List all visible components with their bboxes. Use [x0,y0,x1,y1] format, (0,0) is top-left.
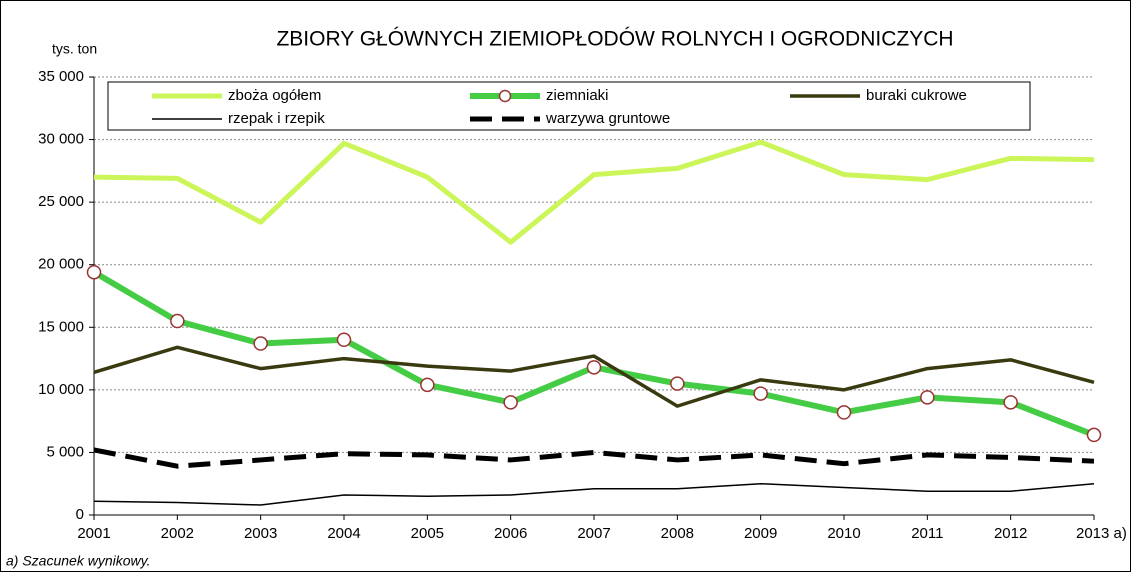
marker [503,395,518,410]
marker [1003,395,1018,410]
series-line [93,345,1095,408]
x-tick-label: 2010 [827,525,860,542]
legend-label: rzepak i rzepik [228,110,325,127]
x-tick-label: 2013 a) [1076,525,1127,542]
x-tick-label: 2009 [744,525,777,542]
y-tick-label: 0 [76,506,84,523]
series-line [93,139,1095,245]
marker [836,405,852,420]
x-tick-label: 2005 [411,525,444,542]
marker [170,313,185,329]
footnote: a) Szacunek wynikowy. [6,553,150,569]
y-tick-label: 30 000 [38,131,84,148]
y-axis-label: tys. ton [52,41,97,57]
legend-label: warzywa gruntowe [545,110,670,127]
x-tick-label: 2006 [494,525,527,542]
y-tick-label: 25 000 [38,193,84,210]
marker [753,386,768,401]
chart-title: ZBIORY GŁÓWNYCH ZIEMIOPŁODÓW ROLNYCH I O… [276,28,953,51]
x-tick-label: 2011 [911,525,943,542]
marker [420,377,435,393]
x-tick-label: 2012 [994,525,1027,542]
marker [920,390,935,405]
x-tick-label: 2007 [577,525,610,542]
marker [336,332,352,348]
legend-label: ziemniaki [546,87,609,104]
marker [670,376,685,391]
x-tick-label: 2003 [244,525,277,542]
marker [86,264,102,280]
y-tick-label: 10 000 [38,381,84,398]
y-tick-label: 15 000 [38,318,84,335]
legend-label: buraki cukrowe [866,87,967,104]
x-tick-label: 2002 [161,525,194,542]
series-line [93,447,1095,469]
series-line [93,482,1095,506]
legend-marker [498,89,512,103]
marker [586,360,602,375]
y-tick-label: 20 000 [38,256,84,273]
x-tick-label: 2008 [661,525,694,542]
y-tick-label: 35 000 [38,68,84,85]
x-tick-label: 2004 [327,525,360,542]
marker [1086,427,1102,443]
legend-box [107,81,1031,131]
marker [253,336,268,351]
legend-label: zboża ogółem [228,87,321,104]
y-tick-label: 5 000 [46,443,84,460]
x-tick-label: 2001 [77,525,110,542]
